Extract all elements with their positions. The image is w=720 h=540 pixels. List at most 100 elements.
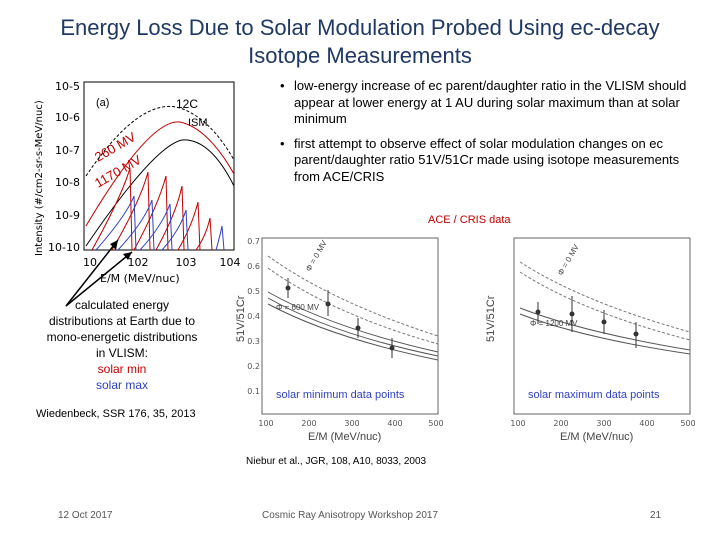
- ytick-label: 0.4: [247, 312, 260, 321]
- solar-max-panel: 51V/51Cr 100 200 300 400 500 E/M (MeV/nu…: [485, 237, 696, 443]
- red-spike: [133, 175, 169, 251]
- phi-0-curve: [519, 261, 691, 333]
- blue-spike: [215, 225, 225, 251]
- ratio-xlabel: E/M (MeV/nuc): [560, 431, 633, 443]
- xtick-label: 100: [258, 419, 273, 428]
- solar-min-points-label: solar minimum data points: [276, 389, 405, 401]
- ytick-label: 0.2: [247, 362, 260, 371]
- solar-max-points-label: solar maximum data points: [528, 389, 660, 401]
- curve-label-phi0: Φ = 0 MV: [304, 238, 329, 273]
- ratio-ylabel: 51V/51Cr: [235, 295, 247, 342]
- solar-max-frame: [513, 237, 691, 415]
- phi-1200-curve: [519, 313, 691, 355]
- panel-label: (a): [96, 97, 109, 109]
- red-spike: [155, 185, 185, 251]
- caption-solar-min: solar min: [97, 362, 147, 376]
- caption-line: calculated energy: [74, 298, 170, 312]
- red-spike: [111, 171, 151, 251]
- ytick-label: 10-8: [55, 176, 80, 189]
- solar-min-frame: [261, 237, 439, 415]
- phi-600-curve: [267, 303, 439, 361]
- phi-1200-curve: [519, 307, 691, 351]
- curve-label-phi600: Φ = 600 MV: [276, 303, 320, 312]
- xtick-label: 500: [680, 419, 695, 428]
- ytick-label: 0.1: [247, 387, 260, 396]
- reference-niebur: Niebur et al., JGR, 108, A10, 8033, 2003: [246, 456, 427, 467]
- ism-label: ISM: [188, 117, 208, 129]
- intensity-xticks: 10 102 103 104: [83, 256, 241, 269]
- curve-label-phi0: Φ = 0 MV: [556, 242, 581, 277]
- data-point: [285, 285, 291, 291]
- xtick-label: 200: [553, 419, 568, 428]
- intensity-xlabel: E/M (MeV/nuc): [100, 272, 180, 285]
- data-point: [601, 319, 607, 325]
- phi-600-curve: [267, 297, 439, 357]
- solar-min-curve: [85, 121, 235, 227]
- mono-energetic-distributions: [91, 167, 225, 251]
- xtick-label: 300: [596, 419, 611, 428]
- xtick-label: 400: [639, 419, 654, 428]
- data-point: [325, 301, 331, 307]
- data-point: [389, 345, 395, 351]
- data-point: [535, 309, 541, 315]
- footer-page-number: 21: [650, 510, 662, 521]
- data-point: [569, 311, 575, 317]
- solar-min-data-points: [285, 278, 395, 358]
- ytick-label: 10-7: [55, 144, 80, 157]
- red-spike: [177, 201, 201, 251]
- ratio-plots: 51V/51Cr 0.7 0.6 0.5 0.4 0.3 0.2 0.1 100…: [235, 237, 696, 443]
- caption-line: mono-energetic distributions: [46, 330, 198, 344]
- caption-line: in VLISM:: [95, 346, 149, 360]
- solar-max-curve: [85, 139, 235, 247]
- slide-title: Energy Loss Due to Solar Modulation Prob…: [60, 15, 660, 68]
- spectra-caption: calculated energy distributions at Earth…: [36, 297, 208, 393]
- solar-min-panel: 51V/51Cr 0.7 0.6 0.5 0.4 0.3 0.2 0.1 100…: [235, 237, 444, 443]
- xtick-label: 300: [344, 419, 359, 428]
- xtick-label: 400: [387, 419, 402, 428]
- caption-arrows: [65, 239, 133, 307]
- curve-label-phi1200: Φ = 1200 MV: [530, 319, 578, 328]
- ytick-label: 10-5: [55, 80, 80, 93]
- red-spike: [195, 217, 213, 251]
- bullet-item: low-energy increase of ec parent/daughte…: [280, 78, 700, 128]
- data-point: [355, 325, 361, 331]
- blue-spike: [117, 199, 155, 251]
- intensity-plot: Intensity (#/cm2-sr-s-MeV/nuc) 10-5 10-6…: [34, 80, 241, 285]
- red-spike: [91, 167, 133, 251]
- ratio-ylabel: 51V/51Cr: [485, 295, 497, 342]
- intensity-ylabel: Intensity (#/cm2-sr-s-MeV/nuc): [34, 100, 45, 256]
- xtick-label: 500: [428, 419, 443, 428]
- ratio-xlabel: E/M (MeV/nuc): [308, 431, 381, 443]
- phi-0-curve: [519, 271, 691, 341]
- blue-spike: [161, 209, 189, 251]
- phi-600-curve: [267, 291, 439, 353]
- xtick-label: 200: [301, 419, 316, 428]
- isotope-label: 12C: [176, 97, 198, 111]
- solar-max-data-points: [535, 296, 639, 348]
- blue-spike: [139, 203, 173, 251]
- ytick-label: 10-6: [55, 111, 80, 124]
- bullet-item: first attempt to observe effect of solar…: [280, 136, 700, 186]
- xtick-label: 10: [83, 256, 97, 269]
- ytick-label: 0.6: [247, 262, 260, 271]
- intensity-yticks: 10-5 10-6 10-7 10-8 10-9 10-10: [48, 80, 80, 254]
- footer-date: 12 Oct 2017: [58, 510, 113, 521]
- phi-0-curve: [267, 267, 439, 345]
- cris-data-label: ACE / CRIS data: [428, 214, 511, 226]
- ytick-label: 0.3: [247, 337, 260, 346]
- xtick-label: 103: [176, 256, 197, 269]
- footer-center: Cosmic Ray Anisotropy Workshop 2017: [262, 510, 439, 521]
- blue-spike: [95, 195, 137, 251]
- data-point: [633, 331, 639, 337]
- ytick-label: 0.5: [247, 287, 260, 296]
- xtick-label: 104: [220, 256, 241, 269]
- xtick-label: 102: [128, 256, 149, 269]
- ism-curve: [85, 106, 235, 177]
- ytick-label: 10-9: [55, 209, 80, 222]
- ytick-label: 10-10: [48, 241, 80, 254]
- phi-0-curve: [267, 255, 439, 337]
- bullet-list: low-energy increase of ec parent/daughte…: [280, 78, 700, 193]
- intensity-frame: [83, 81, 235, 251]
- xtick-label: 100: [510, 419, 525, 428]
- ytick-label: 0.7: [247, 237, 260, 246]
